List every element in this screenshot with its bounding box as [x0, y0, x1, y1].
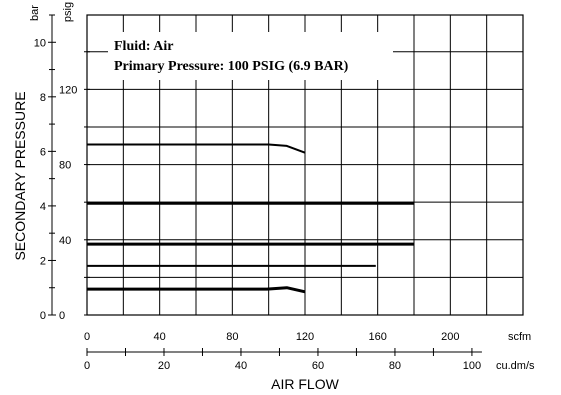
- scfm-axis-tick-label: 40: [154, 331, 166, 343]
- cudms-axis-tick-label: 40: [235, 360, 247, 372]
- x-axis-title: AIR FLOW: [271, 376, 339, 392]
- legend-primary-pressure: Primary Pressure: 100 PSIG (6.9 BAR): [114, 59, 349, 74]
- psig-axis-tick-label: 40: [59, 235, 71, 247]
- y-axis-title: SECONDARY PRESSURE: [12, 91, 28, 260]
- bar-axis-tick-label: 10: [34, 37, 46, 49]
- cudms-axis-tick-label: 0: [84, 360, 90, 372]
- bar-axis-tick-label: 0: [40, 310, 46, 322]
- series-line-1: [87, 286, 306, 294]
- legend-fluid: Fluid: Air: [114, 39, 174, 54]
- legend: Fluid: Air Primary Pressure: 100 PSIG (6…: [108, 32, 393, 80]
- psig-axis-tick-label: 80: [59, 160, 71, 172]
- bar-axis-tick-label: 4: [40, 201, 46, 213]
- bar-axis-tick-label: 6: [40, 146, 46, 158]
- series-line-5: [87, 143, 306, 154]
- cudms-axis-tick-label: 60: [312, 360, 324, 372]
- cudms-axis-tick-label: 80: [389, 360, 401, 372]
- scfm-axis-tick-label: 80: [226, 331, 238, 343]
- cudms-axis-tick-label: 20: [158, 360, 170, 372]
- cudms-unit-label: cu.dm/s: [496, 360, 535, 372]
- psig-axis-tick-label: 120: [59, 84, 77, 96]
- series-lines: [87, 143, 414, 294]
- psig-unit-label: psig: [62, 2, 74, 22]
- scfm-axis-tick-label: 200: [441, 331, 459, 343]
- bar-axis-tick-label: 8: [40, 92, 46, 104]
- legend-box: [108, 32, 393, 80]
- bar-unit-label: bar: [29, 5, 41, 21]
- psig-axis-tick-label: 0: [59, 310, 65, 322]
- bar-axis-tick-label: 2: [40, 255, 46, 267]
- scfm-unit-label: scfm: [508, 331, 531, 343]
- scfm-axis-tick-label: 120: [296, 331, 314, 343]
- scfm-axis-tick-label: 160: [368, 331, 386, 343]
- cudms-axis-tick-label: 100: [463, 360, 481, 372]
- scfm-axis-tick-label: 0: [84, 331, 90, 343]
